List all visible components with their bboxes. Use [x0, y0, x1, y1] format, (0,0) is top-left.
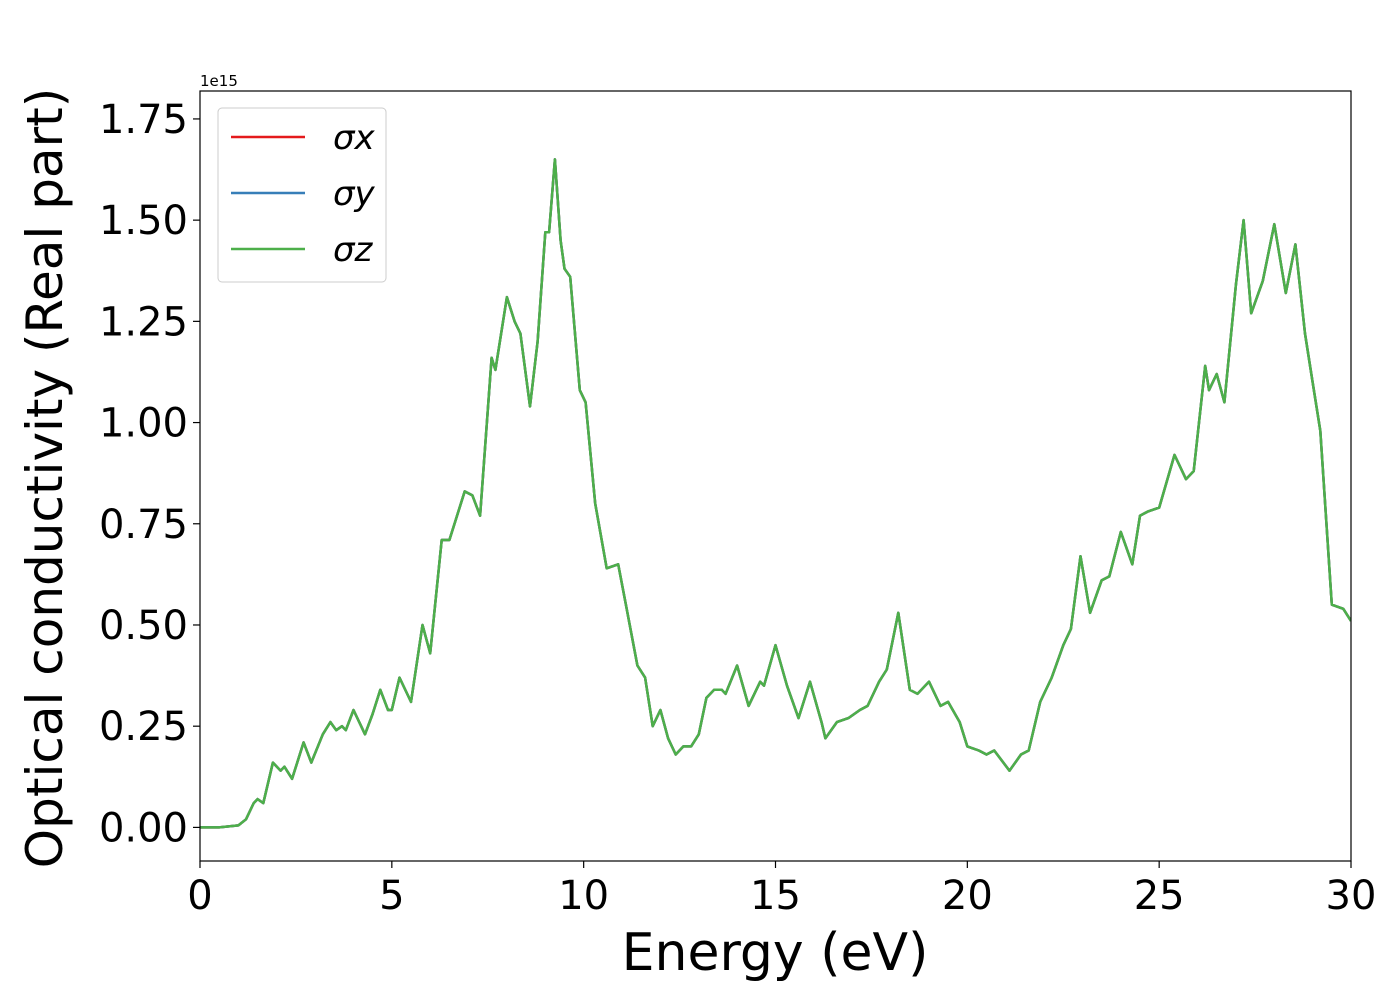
- x-tick-label: 5: [379, 873, 404, 919]
- y-axis-label: Optical conductivity (Real part): [16, 88, 74, 869]
- legend-label: σy: [333, 174, 376, 214]
- y-tick-label: 0.50: [99, 603, 188, 649]
- x-tick-label: 0: [187, 873, 212, 919]
- series-line: [200, 158, 1351, 829]
- x-tick-label: 30: [1326, 873, 1377, 919]
- y-tick-label: 1.25: [99, 299, 188, 345]
- axis-offset: 1e15: [200, 72, 238, 90]
- plot-frame: [199, 90, 1352, 862]
- x-tick-label: 25: [1134, 873, 1185, 919]
- y-tick-label: 1.75: [99, 97, 188, 143]
- y-tick-label: 0.75: [99, 502, 188, 548]
- legend-label: σx: [333, 118, 376, 158]
- x-tick-label: 15: [750, 873, 801, 919]
- y-tick-label: 0.25: [99, 704, 188, 750]
- y-tick-label: 1.00: [99, 401, 188, 447]
- legend-label: σz: [333, 230, 374, 270]
- x-tick-label: 20: [942, 873, 993, 919]
- y-tick-label: 1.50: [99, 198, 188, 244]
- x-tick-label: 10: [558, 873, 609, 919]
- x-axis-label: Energy (eV): [622, 923, 929, 983]
- legend-box: [217, 107, 387, 283]
- y-tick-label: 0.00: [99, 805, 188, 851]
